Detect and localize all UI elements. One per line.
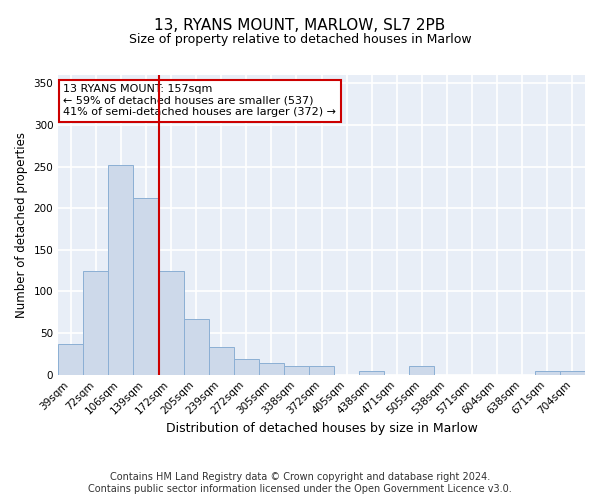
Bar	[133, 198, 158, 374]
Bar	[259, 363, 284, 374]
Text: 13, RYANS MOUNT, MARLOW, SL7 2PB: 13, RYANS MOUNT, MARLOW, SL7 2PB	[154, 18, 446, 32]
Bar	[560, 372, 585, 374]
Bar	[359, 372, 385, 374]
Bar	[535, 372, 560, 374]
Bar	[209, 348, 234, 374]
Y-axis label: Number of detached properties: Number of detached properties	[15, 132, 28, 318]
Bar	[83, 272, 109, 374]
Bar	[409, 366, 434, 374]
Bar	[109, 165, 133, 374]
Bar	[284, 366, 309, 374]
Bar	[158, 272, 184, 374]
Bar	[58, 344, 83, 374]
Bar	[234, 359, 259, 374]
X-axis label: Distribution of detached houses by size in Marlow: Distribution of detached houses by size …	[166, 422, 478, 435]
Bar	[184, 319, 209, 374]
Bar	[309, 366, 334, 374]
Text: Contains public sector information licensed under the Open Government Licence v3: Contains public sector information licen…	[88, 484, 512, 494]
Text: Contains HM Land Registry data © Crown copyright and database right 2024.: Contains HM Land Registry data © Crown c…	[110, 472, 490, 482]
Text: 13 RYANS MOUNT: 157sqm
← 59% of detached houses are smaller (537)
41% of semi-de: 13 RYANS MOUNT: 157sqm ← 59% of detached…	[64, 84, 337, 117]
Text: Size of property relative to detached houses in Marlow: Size of property relative to detached ho…	[128, 32, 472, 46]
